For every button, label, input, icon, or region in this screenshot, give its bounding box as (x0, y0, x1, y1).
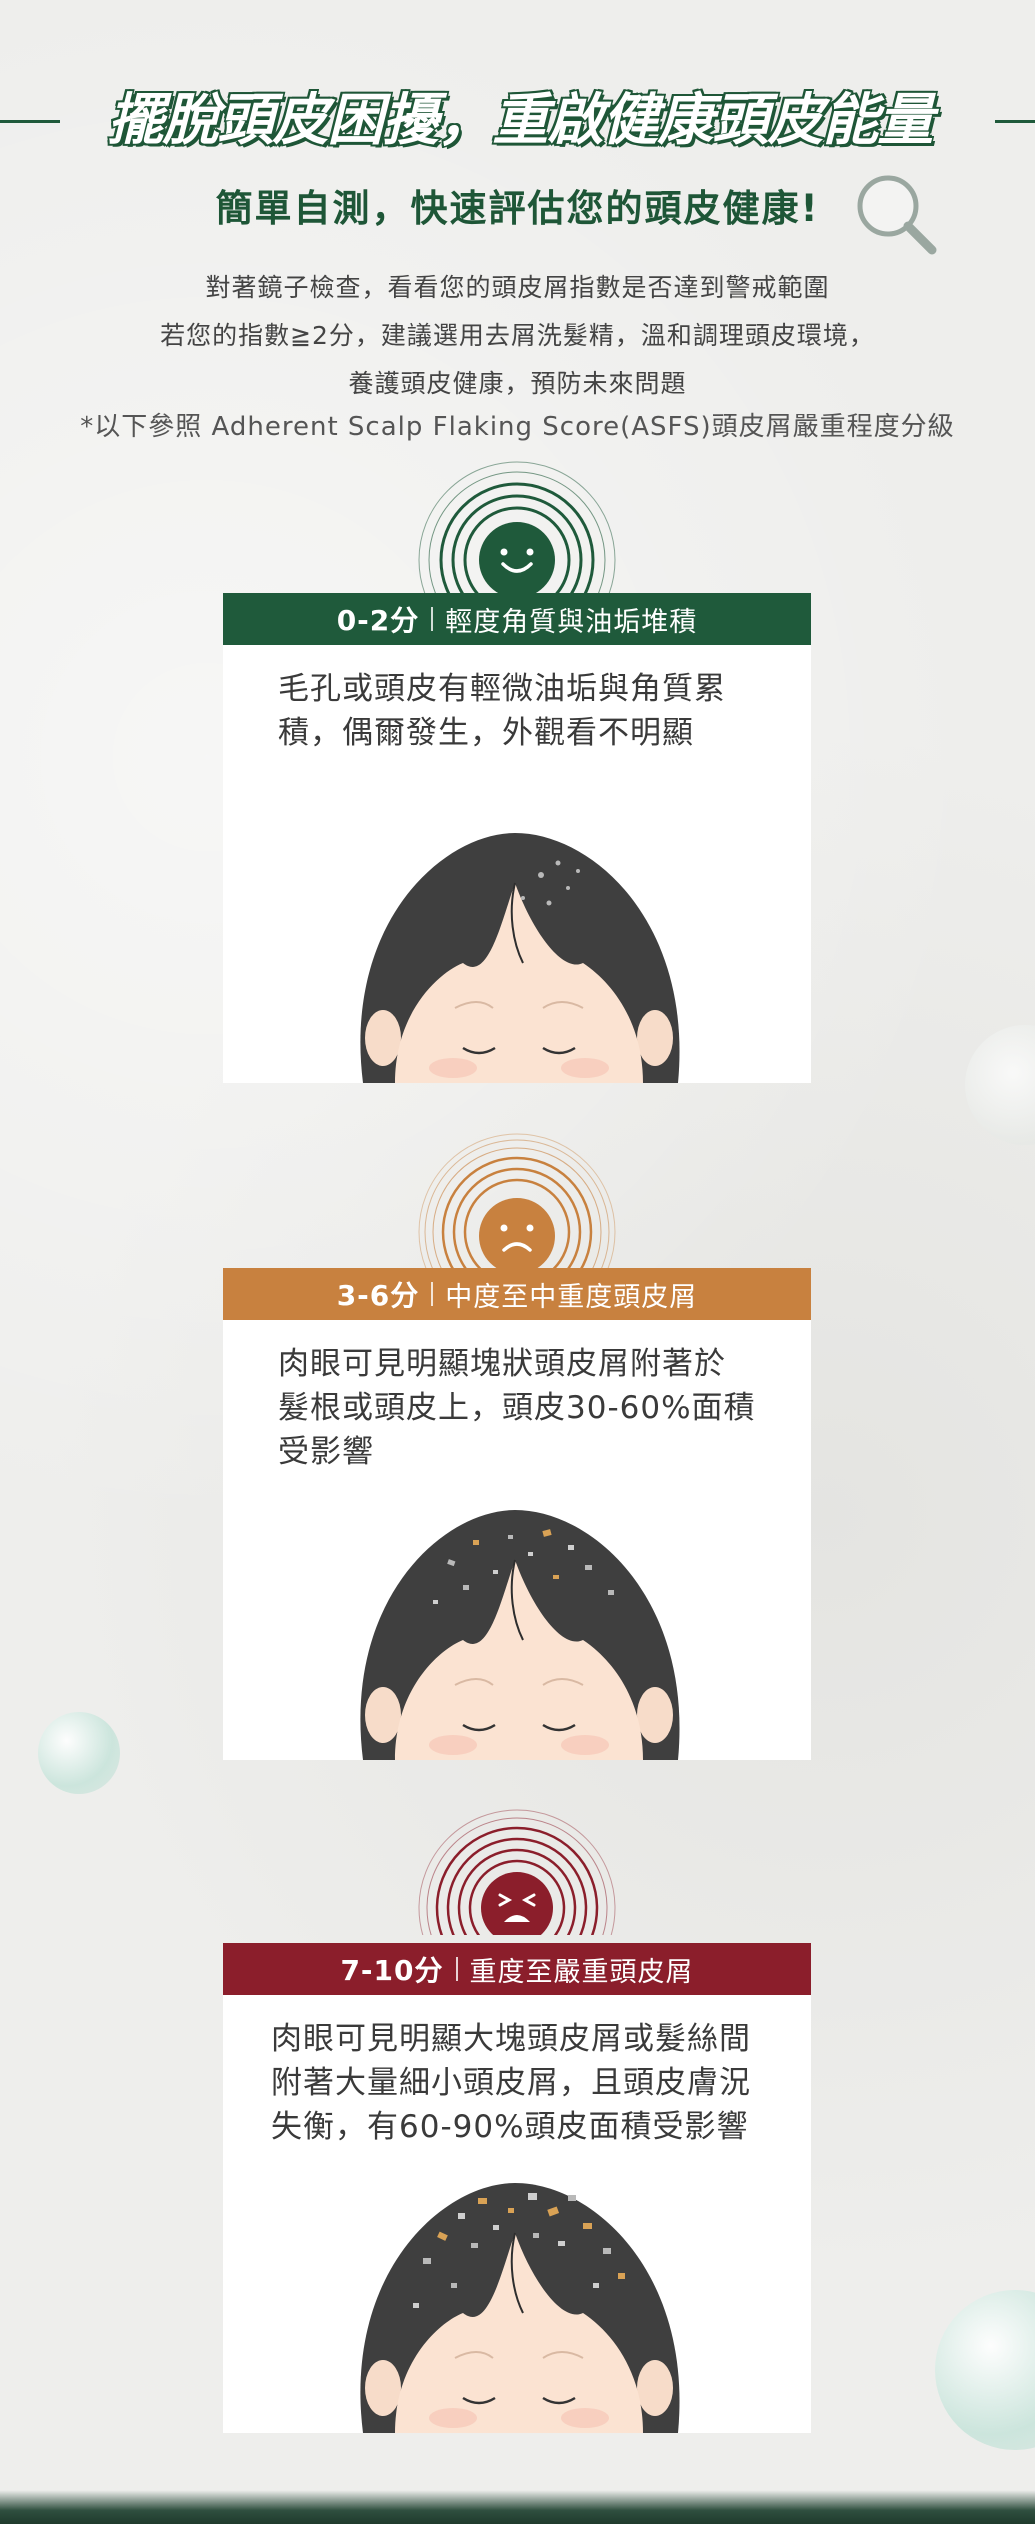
bottom-decoration (0, 2490, 1035, 2524)
level-2-score: 3-6分 (336, 1279, 420, 1312)
subtitle: 簡單自測，快速評估您的頭皮健康 (215, 187, 801, 230)
level-3-scalp-illustration (360, 2183, 680, 2433)
level-3-desc-line: 肉眼可見明顯大塊頭皮屑或髮絲間 (271, 2021, 751, 2057)
intro-line-2: 若您的指數≧2分，建議選用去屑洗髮精，溫和調理頭皮環境， (160, 321, 875, 350)
level-2-scalp-illustration (360, 1510, 680, 1760)
level-3-description: 肉眼可見明顯大塊頭皮屑或髮絲間 附著大量細小頭皮屑，且頭皮膚況 失衡，有60-9… (223, 1995, 791, 2149)
band-separator (455, 1957, 458, 1981)
level-2-desc-line: 肉眼可見明顯塊狀頭皮屑附著於 (278, 1346, 726, 1382)
level-1-title: 輕度角質與油垢堆積 (445, 606, 698, 638)
level-2-desc-line: 受影響 (278, 1434, 374, 1470)
level-3-band: 7-10分 重度至嚴重頭皮屑 (223, 1943, 811, 1995)
level-2-description: 肉眼可見明顯塊狀頭皮屑附著於 髮根或頭皮上，頭皮30-60%面積 受影響 (223, 1320, 778, 1474)
subtitle-exclamation: ! (800, 187, 820, 230)
level-2-band: 3-6分 中度至中重度頭皮屑 (223, 1268, 811, 1320)
level-1-description: 毛孔或頭皮有輕微油垢與角質累 積，偶爾發生，外觀看不明顯 (223, 645, 778, 755)
intro-line-1: 對著鏡子檢查，看看您的頭皮屑指數是否達到警戒範圍 (205, 273, 830, 302)
level-1-desc-line: 積，偶爾發生，外觀看不明顯 (278, 715, 694, 751)
level-1-scalp-illustration (360, 833, 680, 1083)
level-3-desc-line: 失衡，有60-90%頭皮面積受影響 (271, 2109, 749, 2145)
level-3-score: 7-10分 (340, 1954, 444, 1987)
level-1-card: 0-2分 輕度角質與油垢堆積 毛孔或頭皮有輕微油垢與角質累 積，偶爾發生，外觀看… (223, 593, 811, 1083)
level-1-score: 0-2分 (336, 604, 420, 637)
level-1-rings (418, 461, 616, 593)
level-3-card: 7-10分 重度至嚴重頭皮屑 肉眼可見明顯大塊頭皮屑或髮絲間 附著大量細小頭皮屑… (223, 1943, 811, 2433)
intro-line-3: 養護頭皮健康，預防未來問題 (348, 369, 687, 398)
level-2-desc-line: 髮根或頭皮上，頭皮30-60%面積 (278, 1390, 756, 1426)
asfs-reference-note: *以下參照 Adherent Scalp Flaking Score(ASFS)… (80, 412, 955, 442)
level-1-desc-line: 毛孔或頭皮有輕微油垢與角質累 (278, 671, 726, 707)
level-1-band: 0-2分 輕度角質與油垢堆積 (223, 593, 811, 645)
level-3-title: 重度至嚴重頭皮屑 (469, 1956, 694, 1988)
band-separator (431, 607, 434, 631)
level-3-rings (418, 1809, 616, 1935)
title-line-left (0, 120, 60, 123)
subtitle-block: 簡單自測，快速評估您的頭皮健康! (0, 178, 1035, 232)
worried-face-icon (479, 1198, 555, 1274)
level-3-desc-line: 附著大量細小頭皮屑，且頭皮膚況 (271, 2065, 751, 2101)
decorative-bubble (38, 1712, 120, 1794)
level-2-rings (418, 1133, 616, 1277)
band-separator (431, 1282, 434, 1306)
level-2-title: 中度至中重度頭皮屑 (445, 1281, 698, 1313)
main-title-block: 擺脫頭皮困擾，重啟健康頭皮能量 (0, 70, 1035, 170)
smile-face-icon (479, 522, 555, 593)
title-line-right (995, 120, 1035, 123)
distressed-face-icon (481, 1872, 553, 1935)
level-2-card: 3-6分 中度至中重度頭皮屑 肉眼可見明顯塊狀頭皮屑附著於 髮根或頭皮上，頭皮3… (223, 1268, 811, 1760)
main-title: 擺脫頭皮困擾，重啟健康頭皮能量 (106, 87, 935, 155)
magnifier-icon (857, 175, 937, 255)
